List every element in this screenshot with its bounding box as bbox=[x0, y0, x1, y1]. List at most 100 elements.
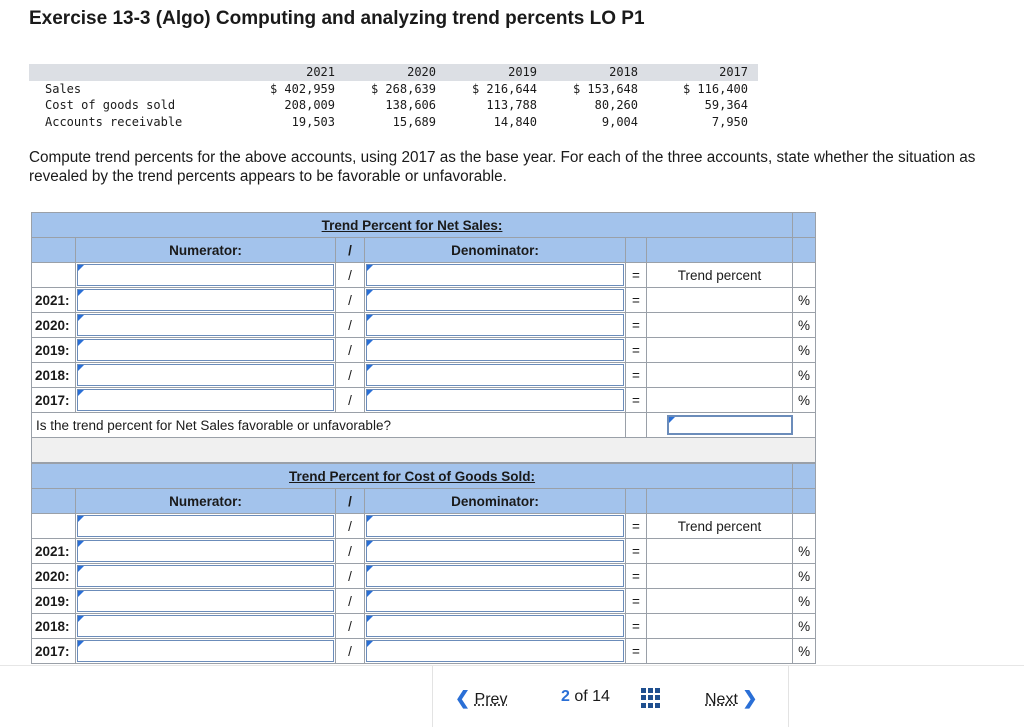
year-header: 2019 bbox=[508, 65, 537, 80]
year-row-2018: 2018: / = % bbox=[31, 362, 817, 388]
percent-sign: % bbox=[792, 563, 817, 589]
denominator-input[interactable] bbox=[364, 387, 626, 413]
trend-net-sales-table: Trend Percent for Net Sales: Numerator: … bbox=[30, 212, 817, 463]
equals-sign: = bbox=[625, 337, 647, 363]
numerator-input[interactable] bbox=[75, 588, 336, 614]
cell-value: 14,840 bbox=[493, 114, 537, 129]
numerator-input[interactable] bbox=[75, 563, 336, 589]
cell-value: 19,503 bbox=[291, 114, 335, 129]
year-header: 2021 bbox=[306, 65, 335, 80]
denominator-input[interactable] bbox=[364, 312, 626, 338]
year-row-2017: 2017: / = % bbox=[31, 387, 817, 413]
numerator-input[interactable] bbox=[75, 387, 336, 413]
year-label: 2017: bbox=[31, 638, 76, 664]
trend-percent-output bbox=[645, 613, 794, 639]
equals-sign: = bbox=[625, 312, 647, 338]
numerator-input[interactable] bbox=[75, 287, 336, 313]
slash-sign: / bbox=[335, 387, 365, 413]
data-row-sales: Sales $ 402,959 $ 268,639 $ 216,644 $ 15… bbox=[29, 81, 758, 98]
numerator-input[interactable] bbox=[75, 613, 336, 639]
equals-sign: = bbox=[625, 387, 647, 413]
slash-sign: / bbox=[335, 337, 365, 363]
numerator-input[interactable] bbox=[75, 538, 336, 564]
denominator-input[interactable] bbox=[364, 262, 626, 288]
year-header: 2017 bbox=[719, 65, 748, 80]
percent-sign: % bbox=[792, 312, 817, 338]
year-row-2019: 2019: / = % bbox=[31, 337, 817, 363]
section-caption-row: Trend Percent for Cost of Goods Sold: bbox=[30, 463, 817, 489]
data-row-cogs: Cost of goods sold 208,009 138,606 113,7… bbox=[29, 97, 758, 114]
cell-value: 59,364 bbox=[704, 98, 748, 113]
cell-value: 15,689 bbox=[392, 114, 436, 129]
year-row-2020: 2020: / = % bbox=[31, 563, 817, 589]
year-label: 2020: bbox=[31, 563, 76, 589]
total-pages: 14 bbox=[592, 688, 610, 705]
chevron-right-icon: ❯ bbox=[742, 688, 758, 708]
equals-sign: = bbox=[625, 287, 647, 313]
column-header-row: Numerator: / Denominator: bbox=[31, 237, 817, 263]
percent-sign: % bbox=[792, 538, 817, 564]
favorable-answer-input[interactable] bbox=[645, 412, 817, 438]
prev-button[interactable]: ❮ Prev bbox=[455, 688, 507, 709]
numerator-input[interactable] bbox=[75, 337, 336, 363]
slash-sign: / bbox=[335, 513, 365, 539]
trend-percent-output bbox=[645, 563, 794, 589]
numerator-input[interactable] bbox=[75, 638, 336, 664]
row-label: Sales bbox=[45, 81, 82, 96]
chevron-left-icon: ❮ bbox=[455, 688, 471, 708]
next-label: Next bbox=[705, 691, 738, 708]
numerator-input[interactable] bbox=[75, 513, 336, 539]
data-table: 2021 2020 2019 2018 2017 Sales $ 402,959… bbox=[29, 64, 758, 130]
instructions: Compute trend percents for the above acc… bbox=[29, 149, 976, 185]
numerator-input[interactable] bbox=[75, 312, 336, 338]
denominator-input[interactable] bbox=[364, 638, 626, 664]
numerator-header: Numerator: bbox=[75, 237, 336, 263]
grid-icon[interactable] bbox=[641, 688, 661, 708]
next-button[interactable]: Next ❯ bbox=[705, 688, 757, 709]
section-caption-row: Trend Percent for Net Sales: bbox=[30, 212, 817, 238]
slash-sign: / bbox=[335, 262, 365, 288]
trend-cogs-table: Trend Percent for Cost of Goods Sold: Nu… bbox=[30, 463, 817, 664]
year-label: 2019: bbox=[31, 588, 76, 614]
cell-value: 208,009 bbox=[284, 98, 335, 113]
trend-percent-output bbox=[645, 588, 794, 614]
cell-value: 9,004 bbox=[601, 114, 638, 129]
column-header-row: Numerator: / Denominator: bbox=[31, 488, 817, 514]
slash-sign: / bbox=[335, 538, 365, 564]
year-row-2017: 2017: / = % bbox=[31, 638, 817, 664]
row-label: Cost of goods sold bbox=[45, 98, 176, 113]
equals-sign: = bbox=[625, 638, 647, 664]
denominator-input[interactable] bbox=[364, 287, 626, 313]
prev-label: Prev bbox=[474, 691, 508, 708]
current-page: 2 bbox=[561, 688, 570, 705]
trend-percent-output bbox=[645, 638, 794, 664]
cell-value: $ 402,959 bbox=[269, 81, 335, 96]
year-label: 2019: bbox=[31, 337, 76, 363]
denominator-input[interactable] bbox=[364, 613, 626, 639]
spacer-row bbox=[30, 437, 817, 463]
denominator-input[interactable] bbox=[364, 563, 626, 589]
denominator-header: Denominator: bbox=[364, 237, 626, 263]
year-header: 2018 bbox=[609, 65, 638, 80]
equals-sign: = bbox=[625, 262, 647, 288]
numerator-header: Numerator: bbox=[75, 488, 336, 514]
numerator-input[interactable] bbox=[75, 362, 336, 388]
numerator-input[interactable] bbox=[75, 262, 336, 288]
row-label: Accounts receivable bbox=[45, 114, 183, 129]
denominator-input[interactable] bbox=[364, 538, 626, 564]
trend-percent-output bbox=[645, 312, 794, 338]
trend-percent-output bbox=[645, 287, 794, 313]
denominator-input[interactable] bbox=[364, 513, 626, 539]
year-label: 2021: bbox=[31, 538, 76, 564]
denominator-input[interactable] bbox=[364, 337, 626, 363]
slash-sign: / bbox=[335, 638, 365, 664]
denominator-input[interactable] bbox=[364, 588, 626, 614]
year-label: 2018: bbox=[31, 613, 76, 639]
equals-sign: = bbox=[625, 513, 647, 539]
slash-sign: / bbox=[335, 312, 365, 338]
trend-percent-output bbox=[645, 362, 794, 388]
denominator-input[interactable] bbox=[364, 362, 626, 388]
year-label: 2021: bbox=[31, 287, 76, 313]
trend-percent-output bbox=[645, 387, 794, 413]
year-row-2021: 2021: / = % bbox=[31, 287, 817, 313]
